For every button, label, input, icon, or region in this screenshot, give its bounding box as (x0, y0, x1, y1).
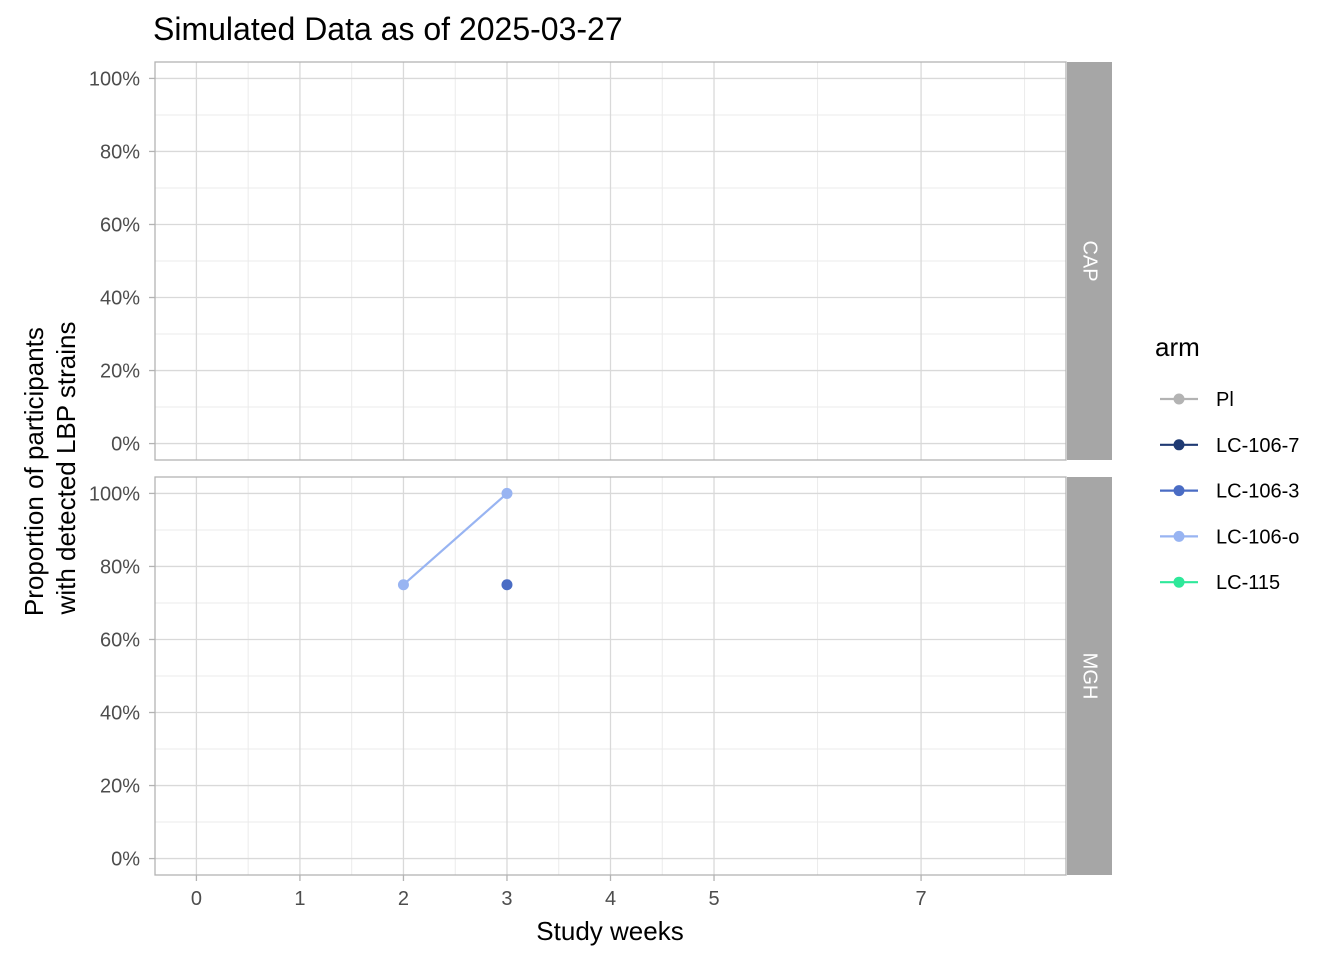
y-axis-title: Proportion of participants with detected… (19, 320, 81, 617)
legend-key-point (1173, 576, 1185, 588)
legend-title: arm (1155, 332, 1200, 362)
x-tick-label: 1 (294, 888, 305, 910)
panel-mgh: 0% 20% 40% 60% 80% 100% MGH (89, 476, 1112, 876)
y-tick-label: 80% (100, 556, 140, 578)
facet-strip-label: MGH (1079, 653, 1101, 700)
legend-key-point (1173, 393, 1185, 405)
panel-border (154, 61, 1067, 461)
legend-item-lc-115: LC-115 (1160, 572, 1280, 594)
legend-label: LC-115 (1216, 572, 1280, 594)
y-tick-label: 40% (100, 288, 140, 310)
y-tick-label: 80% (100, 141, 140, 163)
facet-strip (1067, 62, 1112, 460)
y-tick-label: 0% (111, 434, 140, 456)
legend-key-point (1173, 439, 1185, 451)
data-point (501, 579, 513, 591)
legend-key-point (1173, 485, 1185, 497)
legend-item-lc-106-7: LC-106-7 (1160, 435, 1299, 457)
chart-title: Simulated Data as of 2025-03-27 (153, 11, 623, 47)
series-line (402, 492, 508, 586)
y-tick-label: 20% (100, 361, 140, 383)
x-tick-label: 3 (501, 888, 512, 910)
y-tick-label: 20% (100, 776, 140, 798)
y-tick-label: 60% (100, 629, 140, 651)
svg-text:Proportion of participants: Proportion of participants with detected… (19, 320, 81, 616)
y-tick-label: 60% (100, 214, 140, 236)
x-tick-label: 4 (605, 888, 616, 910)
legend-key-point (1173, 530, 1185, 542)
y-axis-title-line-1: Proportion of participants (19, 327, 49, 616)
y-tick-label: 100% (89, 483, 140, 505)
legend-label: LC-106-7 (1216, 435, 1299, 457)
y-tick-label: 40% (100, 703, 140, 725)
y-tick-label: 100% (89, 68, 140, 90)
data-point (501, 487, 513, 499)
legend: arm Pl LC-106-7 LC-106-3 LC-106-o LC-115 (1155, 332, 1299, 594)
x-tick-label: 2 (398, 888, 409, 910)
legend-label: LC-106-3 (1216, 481, 1299, 503)
facet-strip (1067, 477, 1112, 875)
y-tick-label: 0% (111, 849, 140, 871)
data-point (397, 579, 409, 591)
panels: 0% 20% 40% 60% 80% 100% CAP 0% 20% 40% 60% 80% 100% M… (89, 61, 1112, 876)
x-tick-label: 7 (916, 888, 927, 910)
legend-label: LC-106-o (1216, 526, 1299, 548)
legend-item-lc-106-o: LC-106-o (1160, 526, 1299, 548)
panel-cap: 0% 20% 40% 60% 80% 100% CAP (89, 61, 1112, 461)
x-tick-label: 0 (191, 888, 202, 910)
legend-label: Pl (1216, 389, 1234, 411)
x-axis: 0 1 2 3 4 5 7 (191, 875, 927, 910)
x-tick-label: 5 (708, 888, 719, 910)
x-axis-title: Study weeks (536, 916, 683, 946)
y-axis-title-line-2: with detected LBP strains (51, 322, 81, 616)
legend-item-lc-106-3: LC-106-3 (1160, 481, 1299, 503)
facet-strip-label: CAP (1079, 240, 1101, 281)
legend-item-pl: Pl (1160, 389, 1234, 411)
